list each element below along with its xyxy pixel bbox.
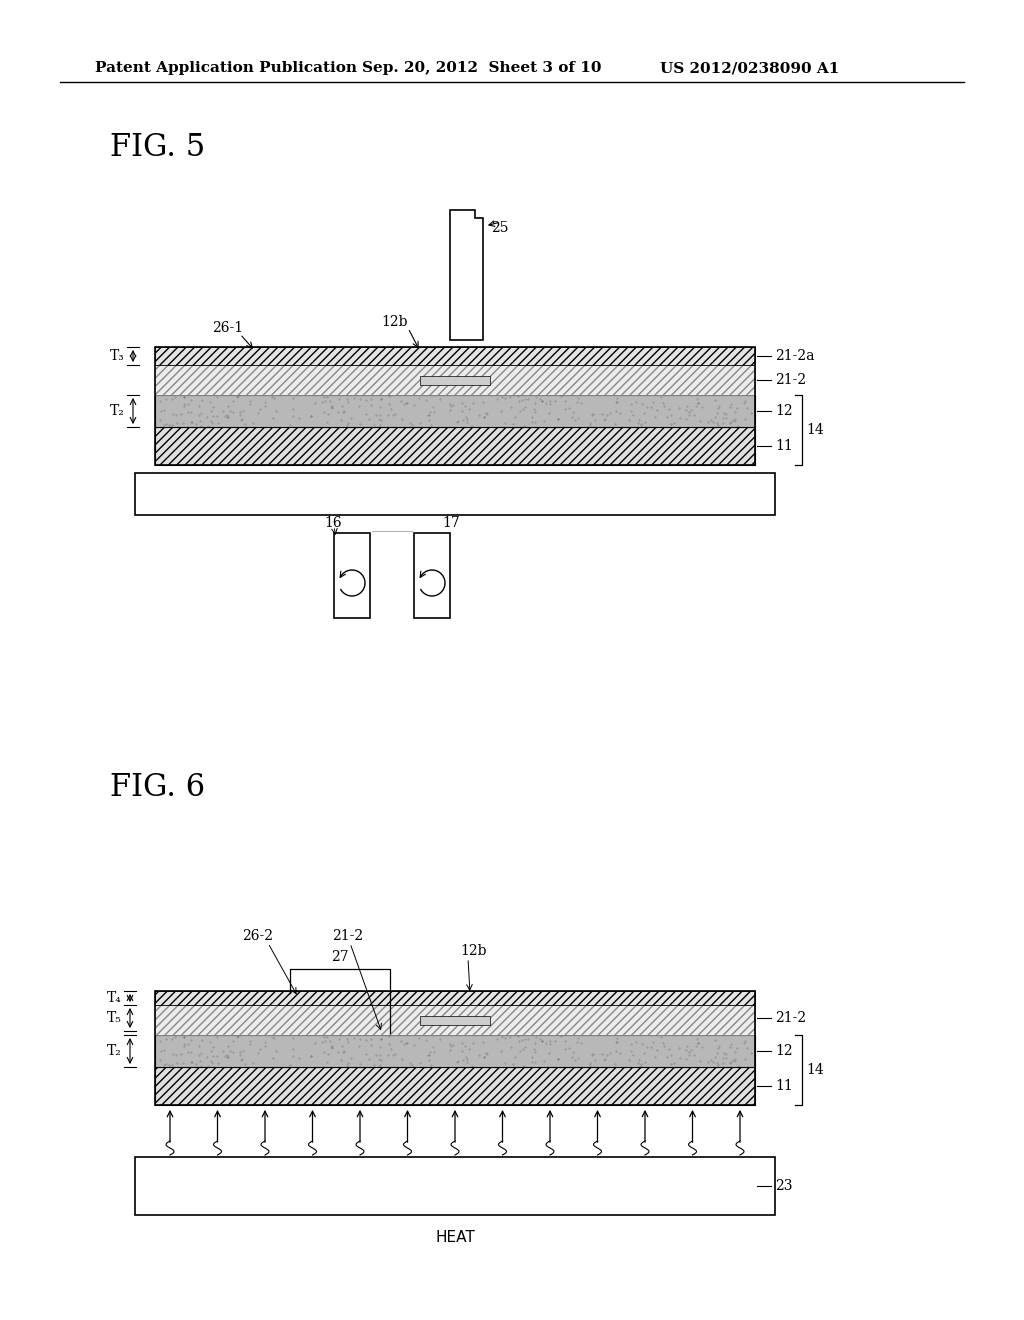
Bar xyxy=(155,1067,755,1105)
Text: 26-1: 26-1 xyxy=(212,321,244,335)
Text: 21-2a: 21-2a xyxy=(775,348,814,363)
Bar xyxy=(155,347,755,465)
Text: 21-2: 21-2 xyxy=(333,929,364,942)
Text: 27: 27 xyxy=(331,950,349,964)
Bar xyxy=(155,366,755,395)
Bar xyxy=(334,533,370,618)
Bar xyxy=(135,473,775,515)
Bar xyxy=(155,991,755,1105)
Bar xyxy=(155,1035,755,1067)
Bar xyxy=(155,426,755,465)
Text: 16: 16 xyxy=(324,516,342,531)
Text: FIG. 5: FIG. 5 xyxy=(110,132,205,164)
Text: 12: 12 xyxy=(775,404,793,418)
Text: 12: 12 xyxy=(775,1044,793,1059)
Bar xyxy=(414,533,450,618)
Text: 23: 23 xyxy=(775,1179,793,1193)
Text: 12b: 12b xyxy=(460,944,486,958)
Text: 26-2: 26-2 xyxy=(243,929,273,942)
Bar xyxy=(135,1158,775,1214)
Text: 25: 25 xyxy=(490,220,509,235)
Text: Patent Application Publication: Patent Application Publication xyxy=(95,61,357,75)
Bar xyxy=(155,991,755,1005)
Text: 11: 11 xyxy=(775,1078,793,1093)
Text: T₂: T₂ xyxy=(110,404,125,418)
Text: 21-2: 21-2 xyxy=(775,1011,806,1026)
Text: 11: 11 xyxy=(775,440,793,453)
Polygon shape xyxy=(450,210,483,341)
Text: T₂: T₂ xyxy=(106,1044,122,1059)
Text: T₅: T₅ xyxy=(106,1011,122,1026)
Text: 14: 14 xyxy=(806,422,823,437)
Bar xyxy=(155,1005,755,1035)
Text: Sep. 20, 2012  Sheet 3 of 10: Sep. 20, 2012 Sheet 3 of 10 xyxy=(362,61,601,75)
Bar xyxy=(420,375,490,384)
Text: 21-2: 21-2 xyxy=(775,374,806,387)
Bar xyxy=(420,1015,490,1024)
Bar xyxy=(155,347,755,366)
Text: 14: 14 xyxy=(806,1063,823,1077)
Text: US 2012/0238090 A1: US 2012/0238090 A1 xyxy=(660,61,840,75)
Text: T₃: T₃ xyxy=(110,348,124,363)
Text: HEAT: HEAT xyxy=(435,1229,475,1245)
Text: T₄: T₄ xyxy=(106,991,122,1005)
Text: FIG. 6: FIG. 6 xyxy=(110,772,205,804)
Text: 12b: 12b xyxy=(382,315,409,329)
Bar xyxy=(155,395,755,426)
Text: 17: 17 xyxy=(442,516,460,531)
